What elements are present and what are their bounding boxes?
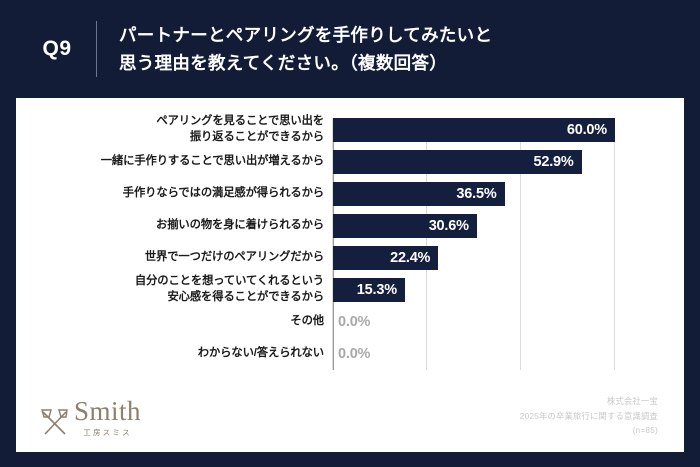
credit-survey: 2025年の卒業旅行に関する意識調査 bbox=[519, 410, 658, 421]
bar-chart: ペアリングを見ることで思い出を 振り返ることができるから 60.0% 一緒に手作りする… bbox=[16, 98, 684, 380]
bar-value-label: 22.4% bbox=[390, 250, 431, 266]
category-label: ペアリングを見ることで思い出を 振り返ることができるから bbox=[156, 115, 324, 143]
bar-row: その他 0.0% bbox=[16, 310, 684, 334]
credit-sample-size: (n=85) bbox=[632, 425, 658, 436]
brand-name: Smith bbox=[74, 396, 142, 426]
bar: 36.5% bbox=[333, 182, 505, 206]
bar-row: 手作りならではの満足感が得られるから 36.5% bbox=[16, 182, 684, 206]
bar: 22.4% bbox=[333, 246, 439, 270]
bar-value-label: 60.0% bbox=[566, 122, 607, 138]
page-title: パートナーとペアリングを手作りしてみたいと 思う理由を教えてください。（複数回答… bbox=[119, 21, 492, 78]
bar-value-label: 30.6% bbox=[428, 218, 469, 234]
page-title-line1: パートナーとペアリングを手作りしてみたいと bbox=[119, 24, 493, 45]
bar-value-label: 15.3% bbox=[356, 282, 397, 298]
bar-row: わからない/答えられない 0.0% bbox=[16, 342, 684, 366]
header-divider bbox=[96, 21, 97, 77]
category-label: 自分のことを想っていてくれるという 安心感を得ることができるから bbox=[134, 275, 324, 303]
bar: 15.3% bbox=[333, 278, 405, 302]
survey-credits: 株式会社一宝 2025年の卒業旅行に関する意識調査 (n=85) bbox=[520, 394, 658, 438]
bar: 52.9% bbox=[333, 150, 582, 174]
gridline-0 bbox=[332, 118, 333, 370]
bar-row: 世界で一つだけのペアリングだから 22.4% bbox=[16, 246, 684, 270]
question-number: Q9 bbox=[42, 37, 72, 60]
category-label: 一緒に手作りすることで思い出が増えるから bbox=[100, 155, 324, 168]
bar-row: 自分のことを想っていてくれるという 安心感を得ることができるから 15.3% bbox=[16, 275, 684, 303]
bar-value-label: 36.5% bbox=[456, 186, 497, 202]
bar-value-label: 0.0% bbox=[338, 314, 371, 330]
brand-logo: Smith 工房スミス bbox=[40, 398, 141, 438]
card-footer: Smith 工房スミス 株式会社一宝 2025年の卒業旅行に関する意識調査 (n… bbox=[16, 380, 684, 452]
gridline-20 bbox=[426, 118, 427, 370]
brand-logo-text: Smith 工房スミス bbox=[74, 398, 141, 438]
plot-area bbox=[332, 118, 630, 370]
category-label: わからない/答えられない bbox=[197, 347, 324, 360]
bar: 60.0% bbox=[333, 118, 615, 142]
gridline-40 bbox=[520, 118, 521, 370]
bar-value-label: 52.9% bbox=[533, 154, 574, 170]
brand-subtitle: 工房スミス bbox=[83, 428, 132, 437]
bar: 30.6% bbox=[333, 214, 477, 238]
gridline-60 bbox=[614, 118, 615, 370]
bar-row: ペアリングを見ることで思い出を 振り返ることができるから 60.0% bbox=[16, 115, 684, 143]
credit-company: 株式会社一宝 bbox=[607, 396, 658, 406]
page-title-line2: 思う理由を教えてください。（複数回答） bbox=[119, 53, 448, 73]
bar-row: お揃いの物を身に着けられるから 30.6% bbox=[16, 214, 684, 238]
crossed-tools-icon bbox=[41, 409, 68, 435]
slide-header: Q9 パートナーとペアリングを手作りしてみたいと 思う理由を教えてください。（複… bbox=[0, 0, 700, 98]
bar-value-label: 0.0% bbox=[338, 346, 371, 362]
category-label: お揃いの物を身に着けられるから bbox=[156, 219, 324, 232]
content-card: ペアリングを見ることで思い出を 振り返ることができるから 60.0% 一緒に手作りする… bbox=[16, 98, 684, 452]
category-label: その他 bbox=[290, 315, 324, 328]
category-label: 手作りならではの満足感が得られるから bbox=[122, 187, 324, 200]
category-label: 世界で一つだけのペアリングだから bbox=[144, 251, 324, 264]
bar-row: 一緒に手作りすることで思い出が増えるから 52.9% bbox=[16, 150, 684, 174]
bar-rows: ペアリングを見ることで思い出を 振り返ることができるから 60.0% 一緒に手作りする… bbox=[16, 98, 684, 362]
